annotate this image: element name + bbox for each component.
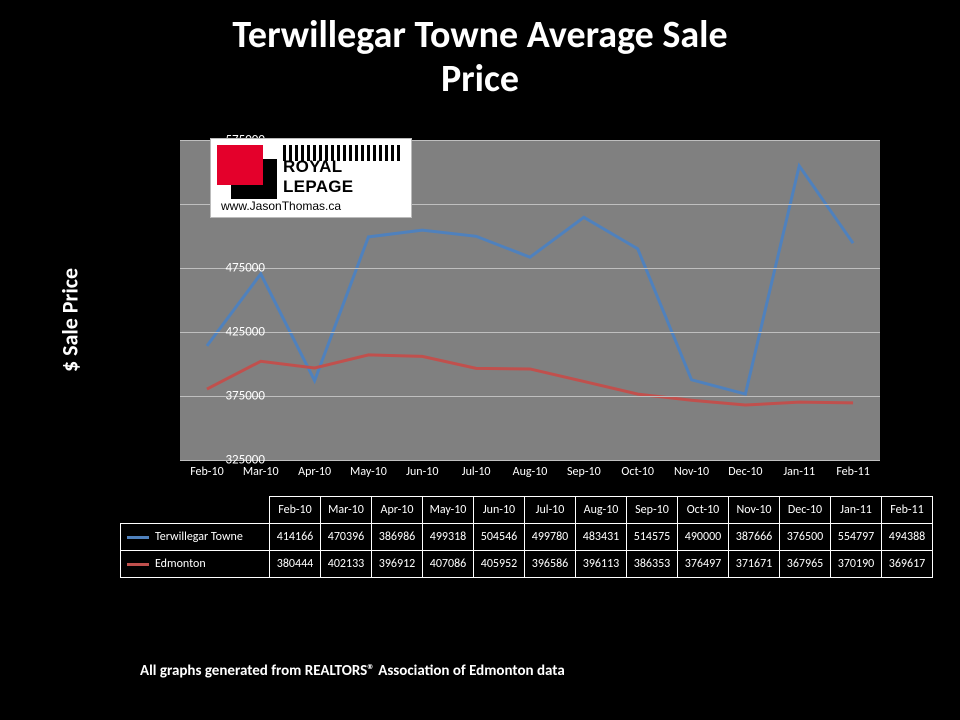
logo-url-text: www.JasonThomas.ca [221,199,341,213]
logo-box: ROYAL LEPAGE www.JasonThomas.ca [210,138,412,218]
table-header-cell: Apr-10 [372,497,423,524]
data-table: Feb-10Mar-10Apr-10May-10Jun-10Jul-10Aug-… [120,496,933,578]
x-tick-label: Apr-10 [298,465,331,479]
x-tick-label: May-10 [350,465,387,479]
table-row: Terwillegar Towne 41416647039638698649931… [121,524,933,551]
title-line-2: Price [441,56,519,102]
logo-brand-text: ROYAL LEPAGE [283,157,411,197]
chart-title: Terwillegar Towne Average Sale Price [0,0,960,101]
table-cell: 499780 [525,524,576,551]
table-cell: 499318 [423,524,474,551]
table-header-cell: Aug-10 [576,497,627,524]
table-cell: 490000 [678,524,729,551]
y-axis-label: $ Sale Price [57,268,84,372]
gridline [180,460,880,461]
table-cell: 396113 [576,551,627,578]
x-tick-label: Jul-10 [462,465,491,479]
table-cell: 370190 [831,551,882,578]
x-tick-label: Oct-10 [621,465,654,479]
table-cell: 396586 [525,551,576,578]
series-name-cell: Edmonton [121,551,270,578]
table-cell: 386353 [627,551,678,578]
logo-red-square [217,145,263,185]
table-header-cell: Jun-10 [474,497,525,524]
table-cell: 396912 [372,551,423,578]
series-name-cell: Terwillegar Towne [121,524,270,551]
table-cell: 380444 [270,551,321,578]
table-header-cell: Nov-10 [729,497,780,524]
table-header-cell: Mar-10 [321,497,372,524]
x-tick-label: Mar-10 [243,465,279,479]
table-header-row: Feb-10Mar-10Apr-10May-10Jun-10Jul-10Aug-… [121,497,933,524]
gridline [180,396,880,397]
series-name-text: Edmonton [155,557,206,571]
table-cell: 369617 [882,551,933,578]
gridline [180,332,880,333]
table-blank-header [121,497,270,524]
table-header-cell: Jul-10 [525,497,576,524]
series-name-text: Terwillegar Towne [155,530,243,544]
table-header-cell: Feb-10 [270,497,321,524]
table-header-cell: Dec-10 [780,497,831,524]
table-cell: 470396 [321,524,372,551]
table-cell: 483431 [576,524,627,551]
table-row: Edmonton38044440213339691240708640595239… [121,551,933,578]
footer-text: All graphs generated from REALTORS® Asso… [140,662,565,680]
table-body: Terwillegar Towne 41416647039638698649931… [121,524,933,578]
table-cell: 386986 [372,524,423,551]
x-tick-label: Sep-10 [567,465,601,479]
table-cell: 407086 [423,551,474,578]
table-cell: 405952 [474,551,525,578]
table-cell: 376497 [678,551,729,578]
title-line-1: Terwillegar Towne Average Sale [232,12,727,58]
table-header-cell: Oct-10 [678,497,729,524]
table-cell: 387666 [729,524,780,551]
table-cell: 514575 [627,524,678,551]
x-tick-label: Feb-10 [190,465,223,479]
table-header-cell: May-10 [423,497,474,524]
table-cell: 402133 [321,551,372,578]
gridline [180,268,880,269]
table-header-cell: Sep-10 [627,497,678,524]
table-cell: 494388 [882,524,933,551]
legend-swatch [127,563,149,566]
table-header-cell: Feb-11 [882,497,933,524]
x-tick-label: Jan-11 [783,465,815,479]
table-cell: 554797 [831,524,882,551]
table-header-cell: Jan-11 [831,497,882,524]
y-tick-label: 475000 [205,261,265,276]
table-cell: 504546 [474,524,525,551]
table-cell: 371671 [729,551,780,578]
y-tick-label: 425000 [205,325,265,340]
table-cell: 414166 [270,524,321,551]
x-tick-label: Dec-10 [728,465,762,479]
legend-swatch [127,536,149,539]
x-tick-label: Aug-10 [513,465,548,479]
x-tick-label: Jun-10 [406,465,438,479]
table-cell: 376500 [780,524,831,551]
x-tick-label: Nov-10 [674,465,709,479]
table-cell: 367965 [780,551,831,578]
x-tick-label: Feb-11 [836,465,869,479]
y-tick-label: 375000 [205,389,265,404]
